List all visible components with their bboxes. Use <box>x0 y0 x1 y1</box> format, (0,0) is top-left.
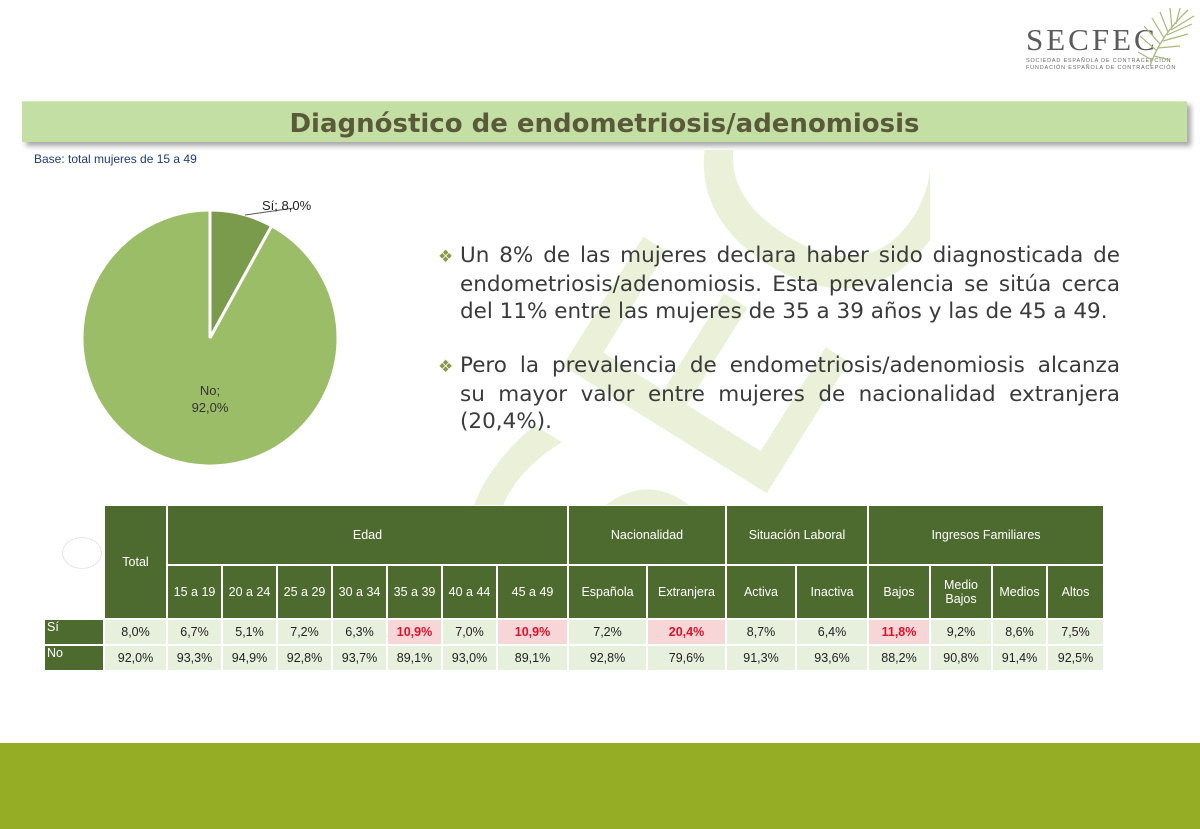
page-title: Diagnóstico de endometriosis/adenomiosis <box>289 109 920 139</box>
table-cell: 7,2% <box>568 619 647 645</box>
title-bar: Diagnóstico de endometriosis/adenomiosis <box>22 101 1187 142</box>
pie-slice-no <box>80 208 340 468</box>
header-column: Medios <box>992 565 1047 619</box>
table-cell: 6,3% <box>332 619 387 645</box>
pie-label-no-line1: No; <box>200 383 220 398</box>
leader-line <box>244 207 295 216</box>
decorative-circle <box>62 537 102 569</box>
header-column: 25 a 29 <box>277 565 332 619</box>
table-cell: 89,1% <box>387 645 442 671</box>
table-row: No 92,0% 93,3% 94,9% 92,8% 93,7% 89,1% 93,0% 89,… <box>44 645 1104 671</box>
table-cell: 94,9% <box>222 645 277 671</box>
header-column: 15 a 19 <box>167 565 222 619</box>
header-column: 20 a 24 <box>222 565 277 619</box>
table-cell: 92,0% <box>104 645 167 671</box>
table-cell: 92,8% <box>277 645 332 671</box>
header-column: Activa <box>726 565 796 619</box>
table-cell: 93,7% <box>332 645 387 671</box>
table-cell: 20,4% <box>647 619 726 645</box>
table-cell: 5,1% <box>222 619 277 645</box>
table-cell: 10,9% <box>387 619 442 645</box>
table-cell: 6,7% <box>167 619 222 645</box>
bullet-text: Pero la prevalencia de endometriosis/ade… <box>460 353 1120 434</box>
table-row: Sí 8,0% 6,7% 5,1% 7,2% 6,3% 10,9% 7,0% 10,9% 7,2%… <box>44 619 1104 645</box>
header-column: Inactiva <box>796 565 868 619</box>
header-column: 30 a 34 <box>332 565 387 619</box>
table-cell: 90,8% <box>930 645 992 671</box>
table-cell: 9,2% <box>930 619 992 645</box>
table-cell: 93,6% <box>796 645 868 671</box>
header-group: Situación Laboral <box>726 505 868 565</box>
logo-subtitle: SOCIEDAD ESPAÑOLA DE CONTRACEPCIÓN FUNDA… <box>1026 58 1176 72</box>
bullet-item: ❖ Pero la prevalencia de endometriosis/ad… <box>438 352 1120 435</box>
header-column: 45 a 49 <box>497 565 568 619</box>
footer-band <box>0 743 1200 829</box>
table-cell: 91,4% <box>992 645 1047 671</box>
header-group: Edad <box>167 505 568 565</box>
header-row-groups: Total Edad Nacionalidad Situación Laboral In… <box>44 505 1104 619</box>
table-cell: 88,2% <box>868 645 930 671</box>
pie-chart: Sí; 8,0% No; 92,0% <box>80 198 340 468</box>
header-group: Nacionalidad <box>568 505 726 565</box>
data-table: Total Edad Nacionalidad Situación Laboral In… <box>44 505 1104 671</box>
table-cell: 92,8% <box>568 645 647 671</box>
header-group: Ingresos Familiares <box>868 505 1104 565</box>
header-total: Total <box>104 505 167 619</box>
table-cell: 93,0% <box>442 645 497 671</box>
table-cell: 8,0% <box>104 619 167 645</box>
base-note: Base: total mujeres de 15 a 49 <box>34 152 197 166</box>
table-cell: 10,9% <box>497 619 568 645</box>
logo-subtitle-line1: SOCIEDAD ESPAÑOLA DE CONTRACEPCIÓN <box>1026 58 1172 64</box>
header-column: Extranjera <box>647 565 726 619</box>
header-column: Altos <box>1047 565 1104 619</box>
secfec-logo: SECFEC SOCIEDAD ESPAÑOLA DE CONTRACEPCIÓ… <box>1022 6 1195 72</box>
logo-subtitle-line2: FUNDACIÓN ESPAÑOLA DE CONTRACEPCIÓN <box>1026 65 1177 71</box>
row-label: No <box>44 645 104 671</box>
header-column: 40 a 44 <box>442 565 497 619</box>
diamond-bullet-icon: ❖ <box>438 357 454 377</box>
row-label: Sí <box>44 619 104 645</box>
bullet-list: ❖ Un 8% de las mujeres declara haber sido… <box>438 242 1120 462</box>
header-column: Bajos <box>868 565 930 619</box>
logo-text: SECFEC <box>1026 22 1158 57</box>
bullet-text: Un 8% de las mujeres declara haber sido … <box>460 243 1120 324</box>
pie-label-no-line2: 92,0% <box>192 400 229 415</box>
pie-label-si: Sí; 8,0% <box>262 198 312 213</box>
table-cell: 93,3% <box>167 645 222 671</box>
diamond-bullet-icon: ❖ <box>438 247 454 267</box>
sec-watermark: SEC <box>379 150 930 570</box>
table-cell: 11,8% <box>868 619 930 645</box>
table-cell: 8,6% <box>992 619 1047 645</box>
bullet-item: ❖ Un 8% de las mujeres declara haber sido… <box>438 242 1120 325</box>
corner-cell <box>44 505 104 619</box>
table-cell: 7,0% <box>442 619 497 645</box>
palm-leaf-icon <box>1137 7 1195 67</box>
table-cell: 7,2% <box>277 619 332 645</box>
table-cell: 8,7% <box>726 619 796 645</box>
table-cell: 92,5% <box>1047 645 1104 671</box>
table-cell: 6,4% <box>796 619 868 645</box>
header-column: 35 a 39 <box>387 565 442 619</box>
table-cell: 89,1% <box>497 645 568 671</box>
table-cell: 7,5% <box>1047 619 1104 645</box>
table-cell: 91,3% <box>726 645 796 671</box>
header-column: Española <box>568 565 647 619</box>
table-cell: 79,6% <box>647 645 726 671</box>
header-row-columns: 15 a 19 20 a 24 25 a 29 30 a 34 35 a 39 40 a … <box>44 565 1104 619</box>
header-column: Medio Bajos <box>930 565 992 619</box>
pie-slices <box>80 208 340 468</box>
